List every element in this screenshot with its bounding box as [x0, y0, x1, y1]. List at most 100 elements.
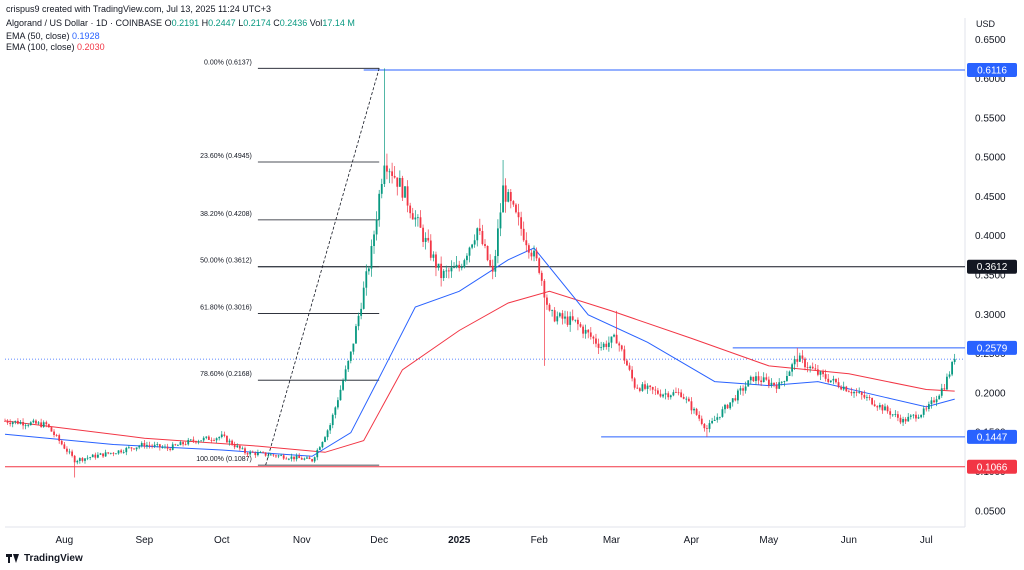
candle-body: [742, 388, 744, 391]
candle-body: [422, 227, 424, 242]
candle-body: [569, 316, 572, 325]
candle-body: [497, 228, 499, 257]
x-tick-label: Dec: [370, 535, 388, 546]
candle-body: [404, 186, 406, 198]
candle-body: [14, 420, 17, 423]
symbol-legend: Algorand / US Dollar · 1D · COINBASE O0.…: [6, 18, 355, 28]
candle-body: [4, 420, 6, 422]
candle-body: [494, 256, 497, 272]
candle-body: [471, 244, 473, 248]
candle-body: [285, 458, 288, 460]
candle-body: [231, 440, 233, 445]
candle-body: [251, 451, 254, 453]
candle-body: [788, 371, 791, 376]
candle-body: [182, 442, 184, 445]
candle-body: [881, 405, 884, 411]
candle-body: [507, 192, 510, 202]
y-tick-label: 0.2000: [975, 388, 1006, 399]
tradingview-logo-icon: [6, 554, 20, 563]
candle-body: [636, 387, 639, 389]
candle-body: [365, 271, 368, 288]
candle-body: [804, 358, 806, 368]
candle-body: [822, 371, 824, 375]
candle-body: [76, 460, 79, 463]
candle-body: [460, 267, 463, 269]
candle-body: [915, 414, 917, 419]
candle-body: [342, 380, 344, 390]
candle-body: [502, 185, 504, 213]
candle-body: [220, 434, 223, 438]
candle-body: [254, 452, 257, 456]
candle-body: [210, 439, 213, 441]
candle-body: [897, 414, 899, 418]
candle-body: [259, 452, 262, 453]
footer-brand: TradingView: [24, 553, 83, 564]
ohlc-high: H0.2447: [201, 18, 236, 28]
candle-body: [66, 448, 68, 452]
fib-level-label: 38.20% (0.4208): [200, 211, 252, 218]
x-tick-label: Nov: [293, 535, 311, 546]
candle-body: [793, 359, 796, 365]
candle-body: [664, 393, 667, 395]
candle-body: [282, 455, 285, 459]
ohlc-open: O0.2191: [164, 18, 200, 28]
candle-body: [698, 414, 701, 419]
candle-body: [786, 375, 788, 382]
candle-body: [530, 252, 533, 257]
candle-body: [151, 445, 153, 447]
candle-body: [32, 420, 35, 423]
candle-body: [195, 441, 197, 443]
candle-body: [177, 445, 179, 446]
candle-body: [620, 345, 623, 350]
y-tick-label: 0.6500: [975, 35, 1006, 46]
candle-body: [631, 369, 633, 379]
symbol-name: Algorand / US Dollar · 1D · COINBASE: [6, 18, 163, 28]
candle-body: [481, 231, 484, 245]
candle-body: [646, 385, 649, 389]
price-label-box: [967, 340, 1017, 355]
candle-body: [762, 377, 765, 383]
candle-body: [718, 416, 721, 418]
price-label-box: [967, 429, 1017, 444]
candle-body: [238, 445, 241, 449]
ema50-line: [4, 247, 955, 457]
candle-body: [582, 326, 584, 334]
candle-body: [716, 417, 719, 420]
candle-body: [133, 448, 135, 450]
candle-body: [476, 228, 479, 241]
x-tick-label: Aug: [55, 535, 73, 546]
candle-body: [685, 398, 688, 400]
candle-body: [873, 404, 876, 407]
candle-body: [595, 338, 597, 344]
candle-body: [899, 417, 902, 423]
candle-body: [902, 419, 904, 423]
candle-body: [344, 369, 347, 381]
candle-body: [574, 319, 577, 321]
candle-body: [850, 391, 853, 394]
candle-body: [739, 388, 742, 391]
candle-body: [940, 388, 943, 396]
candle-body: [610, 336, 613, 343]
candle-body: [326, 430, 329, 438]
candle-body: [435, 254, 437, 268]
candle-body: [473, 240, 476, 245]
candle-body: [566, 316, 569, 325]
candle-body: [406, 186, 409, 206]
fib-level-label: 61.80% (0.3016): [200, 305, 252, 312]
candle-body: [22, 422, 24, 426]
candle-body: [832, 378, 835, 381]
candle-body: [600, 347, 603, 349]
candle-body: [115, 453, 117, 455]
candle-body: [737, 390, 739, 401]
candle-body: [419, 217, 422, 228]
candle-body: [682, 397, 685, 399]
candle-body: [953, 359, 956, 362]
candle-body: [380, 184, 383, 194]
candle-body: [24, 425, 27, 427]
candle-body: [917, 417, 920, 419]
candle-body: [187, 439, 190, 445]
candle-body: [649, 385, 652, 388]
candle-body: [933, 400, 935, 403]
candle-body: [205, 436, 208, 438]
